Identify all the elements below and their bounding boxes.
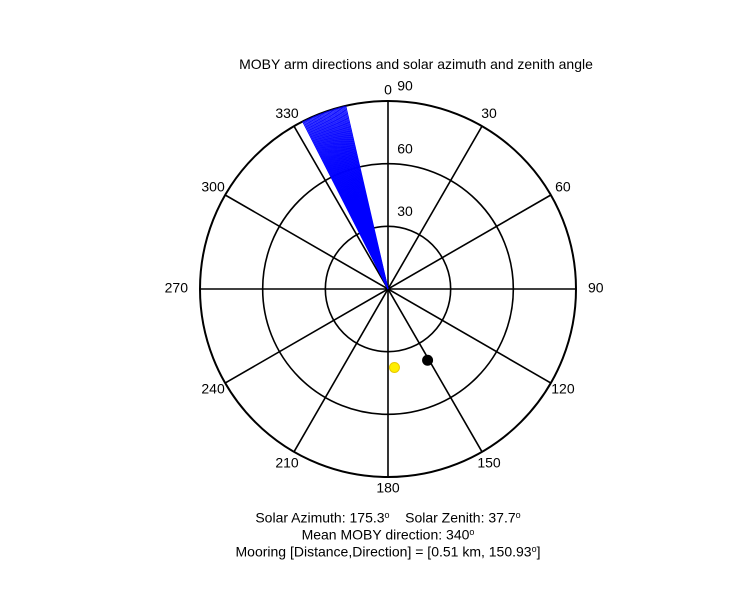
angle-tick-label: 90 — [588, 280, 604, 296]
degree-symbol: o — [469, 527, 475, 537]
radial-tick-label: 60 — [397, 140, 413, 156]
angle-tick-label: 120 — [551, 381, 575, 397]
radial-tick-label: 90 — [397, 78, 413, 94]
degree-symbol: o — [384, 510, 390, 520]
angle-tick-label: 270 — [165, 280, 189, 296]
angle-tick-label: 180 — [376, 480, 400, 496]
moby-arm-line — [345, 105, 389, 290]
degree-symbol: o — [531, 544, 537, 554]
angle-tick-label: 210 — [275, 455, 299, 471]
mooring-label: Mooring [Distance,Direction] = [0.51 km,… — [235, 543, 532, 560]
solar-zenith-label: Solar Zenith: 37.7 — [405, 509, 516, 526]
caption-mean-direction-line: Mean MOBY direction: 340o — [0, 526, 750, 543]
angle-tick-label: 60 — [555, 179, 571, 195]
angle-tick-label: 330 — [275, 105, 299, 121]
angle-tick-label: 0 — [384, 82, 392, 98]
angle-tick-label: 150 — [477, 455, 501, 471]
angle-tick-label: 300 — [201, 179, 225, 195]
angle-tick-label: 30 — [481, 105, 497, 121]
mooring-label-close: ] — [536, 543, 541, 560]
chart-title: MOBY arm directions and solar azimuth an… — [239, 56, 593, 72]
degree-symbol: o — [515, 510, 521, 520]
mooring-marker — [422, 354, 434, 366]
caption-mooring-line: Mooring [Distance,Direction] = [0.51 km,… — [0, 543, 750, 560]
radial-tick-label: 30 — [397, 203, 413, 219]
solar-position-marker — [388, 361, 400, 373]
mean-direction-label: Mean MOBY direction: 340 — [301, 526, 470, 543]
solar-azimuth-label: Solar Azimuth: 175.3 — [255, 509, 385, 526]
caption-solar-line: Solar Azimuth: 175.3o Solar Zenith: 37.7… — [0, 509, 750, 526]
angle-tick-label: 240 — [201, 381, 225, 397]
